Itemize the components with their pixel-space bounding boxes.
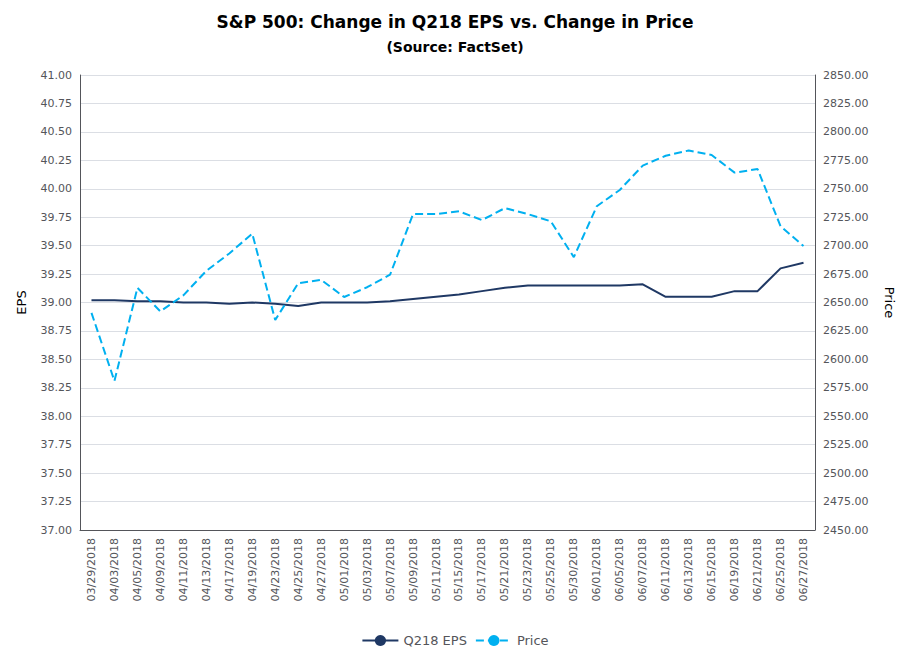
svg-text:2800.00: 2800.00	[823, 125, 869, 138]
svg-text:04/05/2018: 04/05/2018	[131, 538, 144, 601]
svg-text:05/23/2018: 05/23/2018	[521, 538, 534, 601]
svg-text:04/03/2018: 04/03/2018	[108, 538, 121, 601]
svg-text:06/19/2018: 06/19/2018	[728, 538, 741, 601]
svg-text:2700.00: 2700.00	[823, 239, 869, 252]
svg-text:06/21/2018: 06/21/2018	[751, 538, 764, 601]
svg-text:Price: Price	[882, 287, 897, 319]
svg-text:04/17/2018: 04/17/2018	[223, 538, 236, 601]
svg-text:05/07/2018: 05/07/2018	[384, 538, 397, 601]
svg-text:Q218 EPS: Q218 EPS	[403, 633, 466, 648]
svg-text:EPS: EPS	[14, 290, 29, 314]
svg-text:38.25: 38.25	[41, 381, 73, 394]
svg-text:40.25: 40.25	[41, 154, 73, 167]
svg-text:04/11/2018: 04/11/2018	[177, 538, 190, 601]
svg-text:05/03/2018: 05/03/2018	[361, 538, 374, 601]
svg-text:(Source: FactSet): (Source: FactSet)	[386, 39, 523, 55]
svg-text:2725.00: 2725.00	[823, 211, 869, 224]
svg-text:38.75: 38.75	[41, 324, 73, 337]
svg-text:2600.00: 2600.00	[823, 353, 869, 366]
svg-text:06/25/2018: 06/25/2018	[774, 538, 787, 601]
svg-text:37.25: 37.25	[41, 495, 73, 508]
svg-text:40.50: 40.50	[41, 125, 73, 138]
svg-text:06/01/2018: 06/01/2018	[590, 538, 603, 601]
svg-text:2625.00: 2625.00	[823, 324, 869, 337]
svg-text:06/15/2018: 06/15/2018	[705, 538, 718, 601]
svg-text:2750.00: 2750.00	[823, 182, 869, 195]
svg-text:40.00: 40.00	[41, 182, 73, 195]
svg-text:04/23/2018: 04/23/2018	[269, 538, 282, 601]
svg-text:06/13/2018: 06/13/2018	[682, 538, 695, 601]
svg-text:S&P 500: Change in Q218 EPS vs: S&P 500: Change in Q218 EPS vs. Change i…	[217, 12, 694, 32]
svg-text:2825.00: 2825.00	[823, 97, 869, 110]
svg-text:2550.00: 2550.00	[823, 410, 869, 423]
svg-text:06/07/2018: 06/07/2018	[636, 538, 649, 601]
svg-text:37.75: 37.75	[41, 438, 73, 451]
svg-text:41.00: 41.00	[41, 69, 73, 82]
svg-text:04/09/2018: 04/09/2018	[154, 538, 167, 601]
svg-text:37.50: 37.50	[41, 467, 73, 480]
svg-text:2675.00: 2675.00	[823, 268, 869, 281]
svg-text:39.00: 39.00	[41, 296, 73, 309]
svg-text:2650.00: 2650.00	[823, 296, 869, 309]
svg-text:04/19/2018: 04/19/2018	[246, 538, 259, 601]
svg-text:40.75: 40.75	[41, 97, 73, 110]
svg-text:06/27/2018: 06/27/2018	[797, 538, 810, 601]
svg-text:39.50: 39.50	[41, 239, 73, 252]
svg-text:2450.00: 2450.00	[823, 524, 869, 537]
svg-text:37.00: 37.00	[41, 524, 73, 537]
svg-text:05/21/2018: 05/21/2018	[498, 538, 511, 601]
svg-text:05/01/2018: 05/01/2018	[338, 538, 351, 601]
svg-text:06/11/2018: 06/11/2018	[659, 538, 672, 601]
svg-text:38.00: 38.00	[41, 410, 73, 423]
svg-text:2850.00: 2850.00	[823, 69, 869, 82]
svg-text:2525.00: 2525.00	[823, 438, 869, 451]
svg-text:Price: Price	[517, 633, 549, 648]
svg-text:2500.00: 2500.00	[823, 467, 869, 480]
svg-text:05/30/2018: 05/30/2018	[567, 538, 580, 601]
svg-text:2775.00: 2775.00	[823, 154, 869, 167]
svg-text:38.50: 38.50	[41, 353, 73, 366]
svg-text:2575.00: 2575.00	[823, 381, 869, 394]
svg-text:06/05/2018: 06/05/2018	[613, 538, 626, 601]
svg-text:05/17/2018: 05/17/2018	[475, 538, 488, 601]
svg-text:04/27/2018: 04/27/2018	[315, 538, 328, 601]
svg-text:39.25: 39.25	[41, 268, 73, 281]
svg-text:39.75: 39.75	[41, 211, 73, 224]
svg-text:05/09/2018: 05/09/2018	[407, 538, 420, 601]
svg-text:05/15/2018: 05/15/2018	[452, 538, 465, 601]
svg-text:04/13/2018: 04/13/2018	[200, 538, 213, 601]
svg-text:05/25/2018: 05/25/2018	[544, 538, 557, 601]
svg-text:04/25/2018: 04/25/2018	[292, 538, 305, 601]
svg-text:2475.00: 2475.00	[823, 495, 869, 508]
svg-text:05/11/2018: 05/11/2018	[430, 538, 443, 601]
svg-text:03/29/2018: 03/29/2018	[85, 538, 98, 601]
